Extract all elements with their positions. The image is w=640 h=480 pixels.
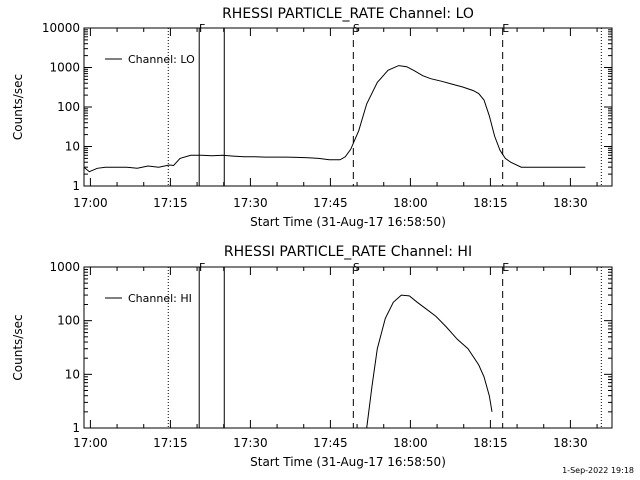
x-tick-label: 17:15	[153, 436, 188, 450]
x-tick-label: 18:15	[473, 436, 508, 450]
x-tick-label: 17:45	[313, 436, 348, 450]
chart-title: RHESSI PARTICLE_RATE Channel: LO	[222, 6, 474, 22]
x-tick-label: 18:15	[473, 196, 508, 210]
x-axis-title: Start Time (31-Aug-17 16:58:50)	[250, 455, 446, 469]
y-tick-label: 10000	[42, 21, 80, 35]
x-tick-label: 18:30	[553, 196, 588, 210]
panel-hi: RHESSI PARTICLE_RATE Channel: HI 17:00 17:…	[11, 244, 613, 469]
y-axis-title: Counts/sec	[11, 74, 25, 140]
x-tick-label: 17:45	[313, 196, 348, 210]
event-label: F	[199, 261, 205, 274]
y-tick-label: 1	[72, 179, 80, 193]
y-tick-label: 10	[65, 367, 80, 381]
event-label: F	[199, 22, 205, 35]
event-label: E	[502, 261, 509, 274]
y-tick-label: 100	[57, 314, 80, 328]
x-tick-label: 17:00	[73, 196, 108, 210]
y-tick-label: 1	[72, 421, 80, 435]
footer-timestamp: 1-Sep-2022 19:18	[562, 466, 634, 475]
legend-label: Channel: HI	[128, 292, 192, 305]
panel-lo: RHESSI PARTICLE_RATE Channel: LO 17:00 17:…	[11, 6, 613, 229]
x-tick-label: 18:00	[393, 436, 428, 450]
x-tick-label: 17:30	[233, 196, 268, 210]
y-tick-label: 1000	[49, 61, 80, 75]
event-label: S	[353, 261, 360, 274]
series-line	[366, 294, 493, 429]
x-axis-title: Start Time (31-Aug-17 16:58:50)	[250, 215, 446, 229]
x-tick-label: 18:00	[393, 196, 428, 210]
x-tick-label: 18:30	[553, 436, 588, 450]
event-label: S	[353, 22, 360, 35]
x-tick-label: 17:00	[73, 436, 108, 450]
y-tick-label: 100	[57, 100, 80, 114]
plot-frame	[83, 27, 613, 187]
series-line	[83, 65, 586, 173]
plot-frame	[83, 266, 613, 429]
y-tick-label: 10	[65, 140, 80, 154]
x-tick-label: 17:30	[233, 436, 268, 450]
y-axis-title: Counts/sec	[11, 314, 25, 380]
x-tick-label: 17:15	[153, 196, 188, 210]
y-tick-label: 1000	[49, 260, 80, 274]
event-label: E	[502, 22, 509, 35]
legend-label: Channel: LO	[128, 53, 195, 66]
chart-title: RHESSI PARTICLE_RATE Channel: HI	[224, 244, 472, 260]
